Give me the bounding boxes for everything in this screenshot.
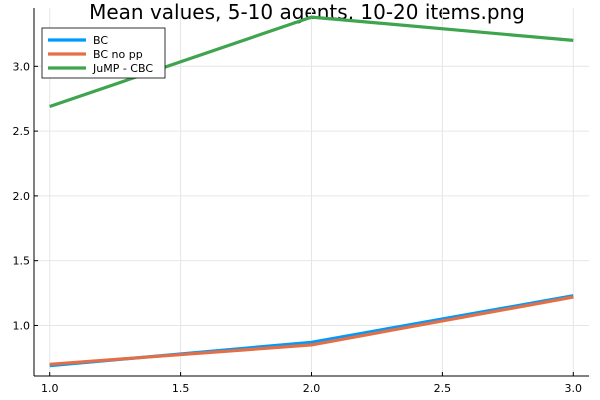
y-tick-label: 1.5 — [13, 255, 31, 268]
legend-label: BC — [93, 34, 108, 47]
y-tick-label: 1.0 — [13, 319, 31, 332]
legend-label: JuMP - CBC — [92, 62, 153, 75]
y-tick-label: 3.0 — [13, 60, 31, 73]
legend-label: BC no pp — [93, 48, 143, 61]
y-tick-label: 2.0 — [13, 190, 31, 203]
grid — [34, 8, 589, 376]
x-tick-label: 2.0 — [303, 382, 321, 395]
x-tick-label: 1.5 — [172, 382, 190, 395]
tick-labels: 1.0 1.5 2.0 2.5 3.0 1.0 1.5 2.0 2.5 3.0 — [13, 60, 583, 395]
y-tick-label: 2.5 — [13, 125, 31, 138]
chart-title: Mean values, 5-10 agents, 10-20 items.pn… — [89, 0, 525, 24]
x-tick-label: 2.5 — [434, 382, 452, 395]
series-line-2 — [49, 295, 574, 366]
x-tick-label: 3.0 — [565, 382, 583, 395]
x-tick-label: 1.0 — [41, 382, 59, 395]
